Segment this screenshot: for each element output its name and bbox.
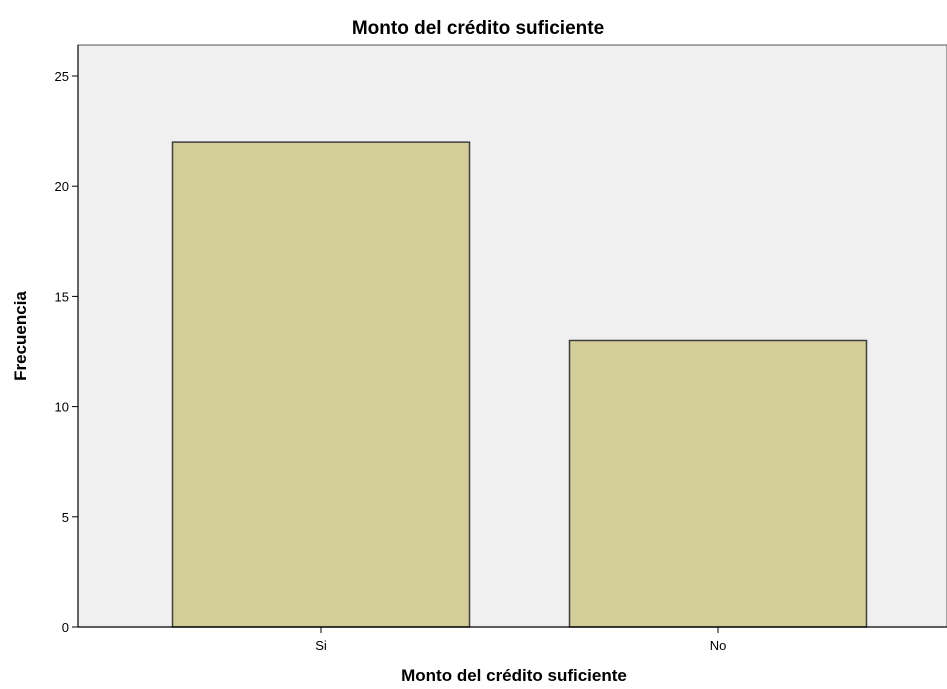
- y-tick-label: 25: [55, 69, 69, 84]
- y-tick-label: 0: [62, 620, 69, 635]
- bar-si: [171, 141, 471, 628]
- y-tick-label: 5: [62, 510, 69, 525]
- bar-no: [568, 339, 868, 628]
- y-axis: 0 5 10 15 20 25: [55, 45, 79, 635]
- x-tick-label-no: No: [710, 638, 727, 653]
- y-tick-label: 15: [55, 289, 69, 304]
- chart-title: Monto del crédito suficiente: [352, 18, 604, 39]
- y-tick-label: 20: [55, 179, 69, 194]
- x-tick-label-si: Si: [315, 638, 327, 653]
- y-axis-title: Frecuencia: [11, 291, 30, 381]
- x-axis-title: Monto del crédito suficiente: [401, 666, 627, 685]
- y-tick-label: 10: [55, 400, 69, 415]
- x-axis: Si No: [78, 626, 947, 653]
